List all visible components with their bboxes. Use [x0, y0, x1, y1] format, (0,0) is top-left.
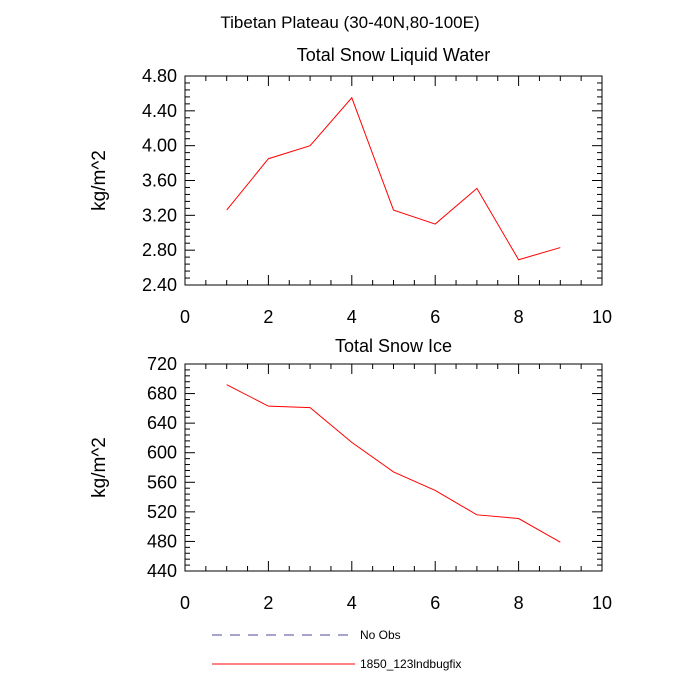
y-tick-label: 2.40: [142, 275, 177, 295]
y-tick-label: 3.20: [142, 205, 177, 225]
y-tick-label: 600: [147, 443, 177, 463]
chart-title-snow-ice: Total Snow Ice: [335, 336, 452, 356]
y-tick-label: 560: [147, 472, 177, 492]
series-line-snow-liquid-water: [226, 96, 561, 261]
legend-label-1850-123lndbugfix: 1850_123lndbugfix: [360, 657, 461, 671]
x-tick-label: 6: [430, 307, 440, 327]
y-tick-label: 4.40: [142, 101, 177, 121]
legend-label-no-obs: No Obs: [360, 628, 401, 642]
x-tick-label: 10: [592, 307, 612, 327]
y-tick-label: 720: [147, 354, 177, 374]
y-tick-label: 4.80: [142, 66, 177, 86]
y-tick-label: 440: [147, 561, 177, 581]
y-tick-label: 520: [147, 502, 177, 522]
x-tick-label: 6: [430, 593, 440, 613]
x-tick-label: 10: [592, 593, 612, 613]
panel-snow-ice: Total Snow Ice kg/m^2 0 2 4 6 8 10 440 480 520 560 6…: [89, 336, 612, 613]
y-tick-label: 680: [147, 384, 177, 404]
y-tick-label: 2.80: [142, 240, 177, 260]
chart-title-snow-liquid-water: Total Snow Liquid Water: [297, 45, 490, 65]
legend: No Obs 1850_123lndbugfix: [212, 628, 461, 671]
x-tick-label: 2: [263, 307, 273, 327]
y-axis-label-snow-ice: kg/m^2: [89, 437, 110, 498]
x-tick-label: 2: [263, 593, 273, 613]
y-axis-label-snow-liquid-water: kg/m^2: [89, 150, 110, 211]
panel-snow-liquid-water: Total Snow Liquid Water kg/m^2 0 2 4 6 8 10 2.40…: [89, 45, 612, 327]
x-tick-label: 8: [514, 307, 524, 327]
x-tick-label: 4: [347, 307, 357, 327]
figure-title: Tibetan Plateau (30-40N,80-100E): [220, 13, 479, 32]
series-line-snow-ice: [226, 384, 561, 543]
y-tick-label: 4.00: [142, 136, 177, 156]
x-tick-label: 0: [180, 593, 190, 613]
y-tick-label: 640: [147, 413, 177, 433]
x-tick-label: 8: [514, 593, 524, 613]
y-tick-label: 480: [147, 531, 177, 551]
x-tick-label: 4: [347, 593, 357, 613]
x-tick-label: 0: [180, 307, 190, 327]
y-tick-label: 3.60: [142, 171, 177, 191]
